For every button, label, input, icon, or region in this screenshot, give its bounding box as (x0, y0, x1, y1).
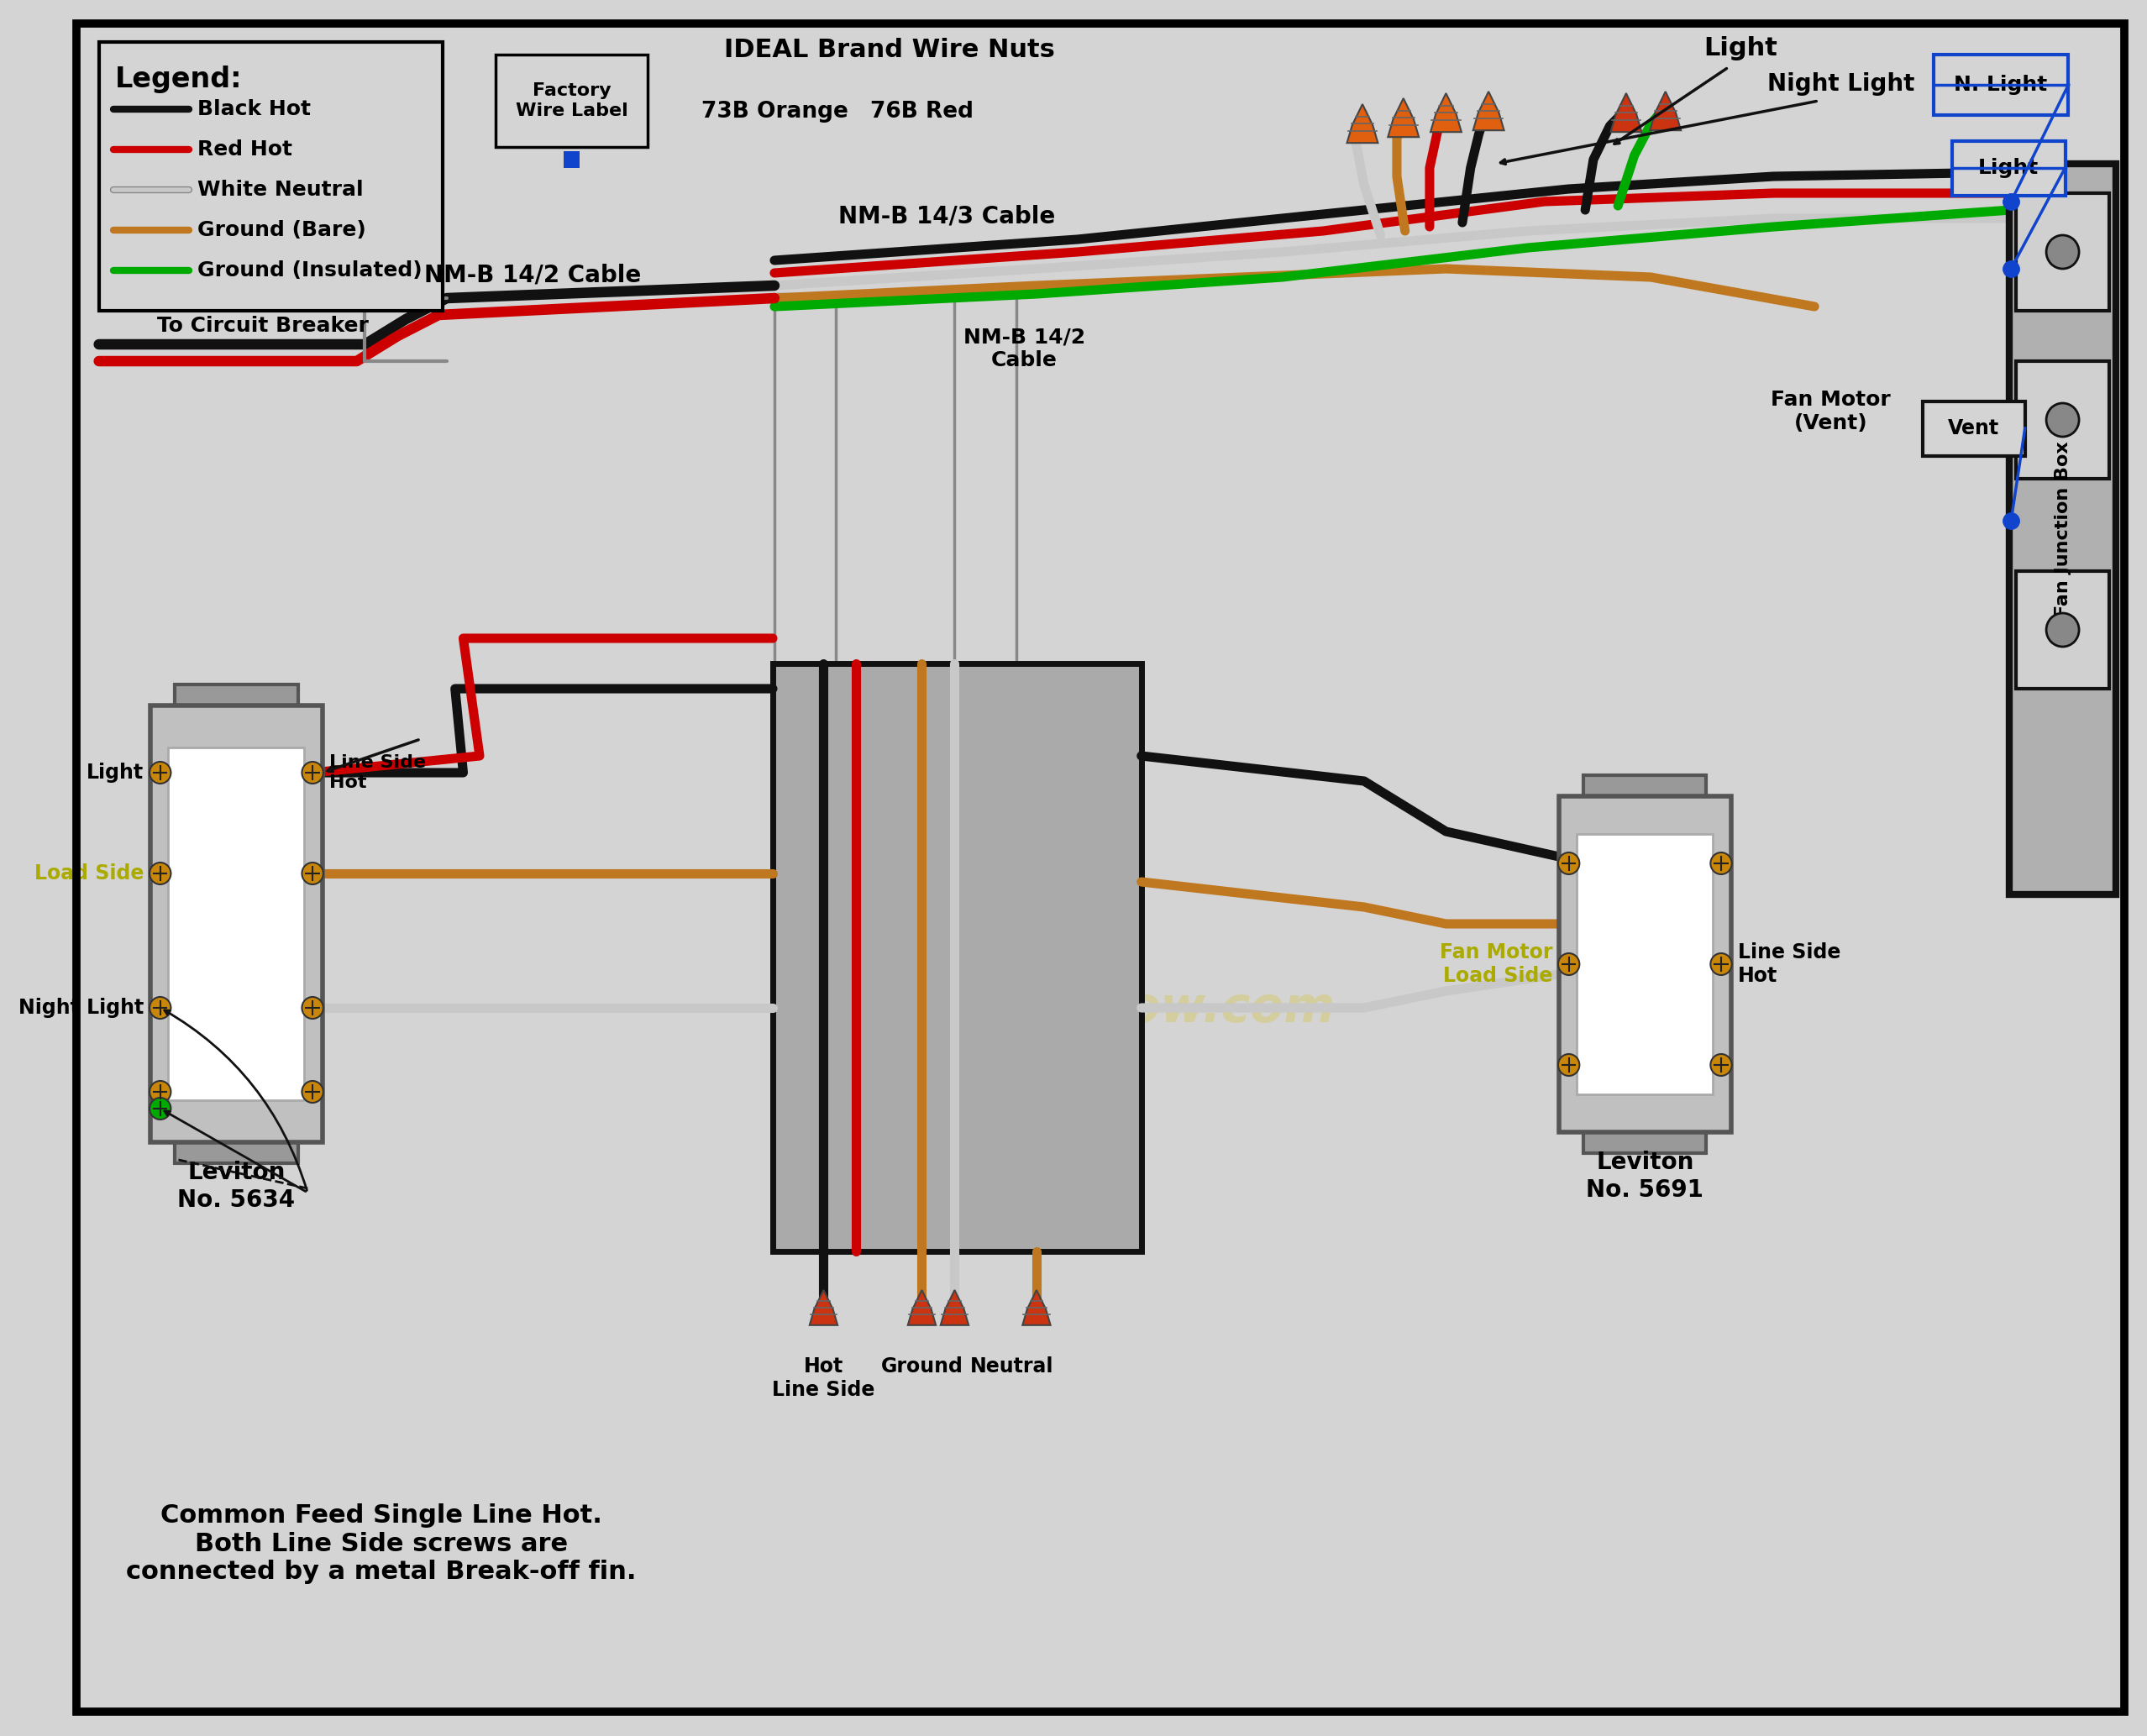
Bar (167, 748, 305, 1101)
Circle shape (150, 996, 172, 1019)
Circle shape (1559, 953, 1580, 976)
Text: showmehow.com: showmehow.com (865, 984, 1335, 1031)
Text: Line Side
Hot: Line Side Hot (1737, 943, 1840, 986)
Bar (1932, 54, 2068, 115)
Text: Night Light: Night Light (1767, 73, 1915, 95)
Text: Ground (Bare): Ground (Bare) (198, 220, 365, 240)
Bar (99, 42, 442, 311)
Text: Load Side: Load Side (34, 863, 144, 884)
Circle shape (150, 762, 172, 783)
Text: 73B Orange: 73B Orange (700, 101, 848, 123)
Text: Leviton: Leviton (1595, 1151, 1694, 1174)
Circle shape (303, 762, 324, 783)
Text: NM-B 14/2 Cable: NM-B 14/2 Cable (425, 264, 642, 286)
Text: Fan Junction Box: Fan Junction Box (2055, 441, 2072, 618)
Bar (1952, 141, 2065, 196)
Bar (2016, 361, 2108, 479)
Bar (1578, 833, 1713, 1094)
Text: Light: Light (1977, 158, 2040, 179)
Bar (150, 705, 322, 1142)
Text: Common Feed Single Line Hot.
Both Line Side screws are
connected by a metal Brea: Common Feed Single Line Hot. Both Line S… (127, 1503, 636, 1585)
Circle shape (2046, 403, 2078, 437)
Circle shape (303, 1082, 324, 1102)
Bar (1559, 797, 1730, 1132)
Text: IDEAL Brand Wire Nuts: IDEAL Brand Wire Nuts (724, 38, 1054, 62)
Text: White Neutral: White Neutral (198, 181, 363, 200)
Text: N. Light: N. Light (1954, 75, 2046, 95)
Text: Vent: Vent (1947, 418, 1999, 439)
Bar (1584, 1123, 1707, 1153)
Bar (2016, 571, 2108, 689)
Circle shape (1711, 953, 1733, 976)
Text: Black Hot: Black Hot (198, 99, 311, 120)
Polygon shape (1430, 94, 1462, 132)
Text: Hot
Line Side: Hot Line Side (773, 1356, 876, 1399)
Bar (496, 54, 648, 148)
Polygon shape (809, 1290, 837, 1325)
Circle shape (1711, 1054, 1733, 1076)
Text: Fan Motor
Load Side: Fan Motor Load Side (1438, 943, 1552, 986)
Text: No. 5691: No. 5691 (1587, 1179, 1705, 1201)
Text: NM-B 14/2
Cable: NM-B 14/2 Cable (964, 326, 1084, 370)
Polygon shape (940, 1290, 968, 1325)
Bar (1584, 776, 1707, 804)
Polygon shape (1651, 92, 1681, 130)
Circle shape (2046, 613, 2078, 648)
Circle shape (1711, 852, 1733, 875)
Text: Leviton: Leviton (187, 1161, 286, 1184)
Circle shape (303, 863, 324, 884)
Circle shape (150, 1082, 172, 1102)
Text: To Circuit Breaker: To Circuit Breaker (157, 316, 369, 337)
Polygon shape (908, 1290, 936, 1325)
Bar (563, 151, 580, 168)
Text: Line Side
Hot: Line Side Hot (328, 755, 425, 792)
Text: Factory
Wire Label: Factory Wire Label (515, 83, 627, 120)
Text: 76B Red: 76B Red (870, 101, 973, 123)
Bar (174, 1134, 298, 1163)
Circle shape (150, 1097, 172, 1120)
Polygon shape (1346, 104, 1378, 142)
Polygon shape (1610, 94, 1642, 132)
Circle shape (1559, 852, 1580, 875)
Text: No. 5634: No. 5634 (178, 1189, 296, 1212)
Circle shape (2046, 234, 2078, 269)
Bar (1922, 401, 2025, 457)
Text: Light: Light (86, 762, 144, 783)
Bar (2010, 163, 2117, 894)
Bar (955, 293, 1016, 681)
Text: Light: Light (1705, 36, 1778, 61)
Polygon shape (1473, 92, 1505, 130)
Bar (2016, 193, 2108, 311)
Text: Ground (Insulated): Ground (Insulated) (198, 260, 421, 281)
Text: Red Hot: Red Hot (198, 139, 292, 160)
Bar (174, 684, 298, 713)
Text: Ground: Ground (880, 1356, 964, 1377)
Text: Night Light: Night Light (19, 998, 144, 1017)
Circle shape (303, 996, 324, 1019)
Circle shape (1559, 1054, 1580, 1076)
Bar (775, 293, 835, 681)
Text: Neutral: Neutral (970, 1356, 1054, 1377)
Polygon shape (1022, 1290, 1050, 1325)
Bar (773, 663, 1142, 1252)
Text: NM-B 14/3 Cable: NM-B 14/3 Cable (837, 205, 1054, 229)
Text: Fan Motor
(Vent): Fan Motor (Vent) (1771, 391, 1892, 434)
Circle shape (150, 863, 172, 884)
Polygon shape (1387, 99, 1419, 137)
Text: Legend:: Legend: (116, 66, 243, 94)
